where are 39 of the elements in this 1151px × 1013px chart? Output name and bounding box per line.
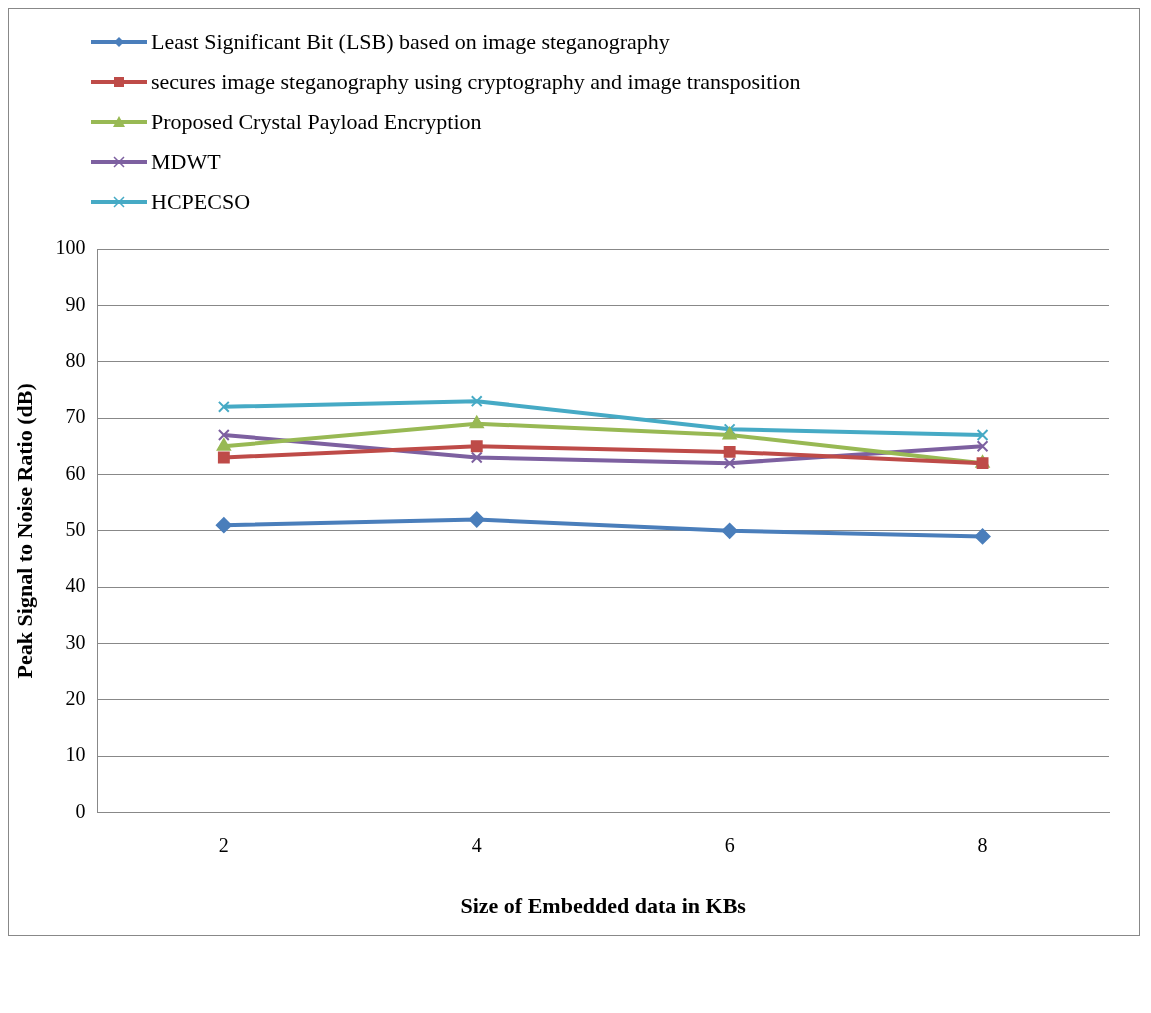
point xyxy=(976,440,989,453)
y-tick-label: 0 xyxy=(75,799,86,822)
point xyxy=(470,451,483,464)
point xyxy=(217,400,230,413)
legend-label: Least Significant Bit (LSB) based on image steganography xyxy=(151,29,670,55)
x-axis-title: Size of Embedded data in KBs xyxy=(460,893,747,919)
point xyxy=(470,395,483,408)
point xyxy=(217,451,230,464)
point xyxy=(216,438,231,451)
y-tick-label: 10 xyxy=(65,743,86,766)
point xyxy=(468,511,485,528)
y-tick-label: 20 xyxy=(65,687,86,710)
point xyxy=(723,457,736,470)
y-tick-label: 70 xyxy=(65,405,86,428)
point xyxy=(974,528,991,545)
legend-label: secures image steganography using cryptography and image transposition xyxy=(151,69,801,95)
y-tick-label: 80 xyxy=(65,348,86,371)
point xyxy=(217,429,230,441)
legend-label: HCPECSO xyxy=(151,189,251,215)
x-tick-label: 8 xyxy=(977,833,988,856)
x-tick-label: 4 xyxy=(471,833,482,856)
x-tick-label: 6 xyxy=(724,833,735,856)
y-tick-label: 50 xyxy=(65,518,86,541)
point xyxy=(215,517,232,534)
y-tick-label: 30 xyxy=(65,630,86,653)
point xyxy=(976,429,989,441)
point xyxy=(721,522,738,539)
point xyxy=(469,415,484,429)
point xyxy=(470,440,483,453)
y-axis-title: Peak Signal to Noise Ratio (dB) xyxy=(11,383,37,679)
y-tick-label: 60 xyxy=(65,461,86,484)
x-tick-label: 2 xyxy=(218,833,229,856)
y-tick-label: 90 xyxy=(65,292,86,315)
point xyxy=(723,445,736,458)
point xyxy=(722,426,737,440)
legend-label: MDWT xyxy=(151,149,221,175)
legend-label: Proposed Crystal Payload Encryption xyxy=(151,109,482,135)
y-tick-label: 100 xyxy=(55,236,86,259)
y-tick-label: 40 xyxy=(65,574,86,597)
